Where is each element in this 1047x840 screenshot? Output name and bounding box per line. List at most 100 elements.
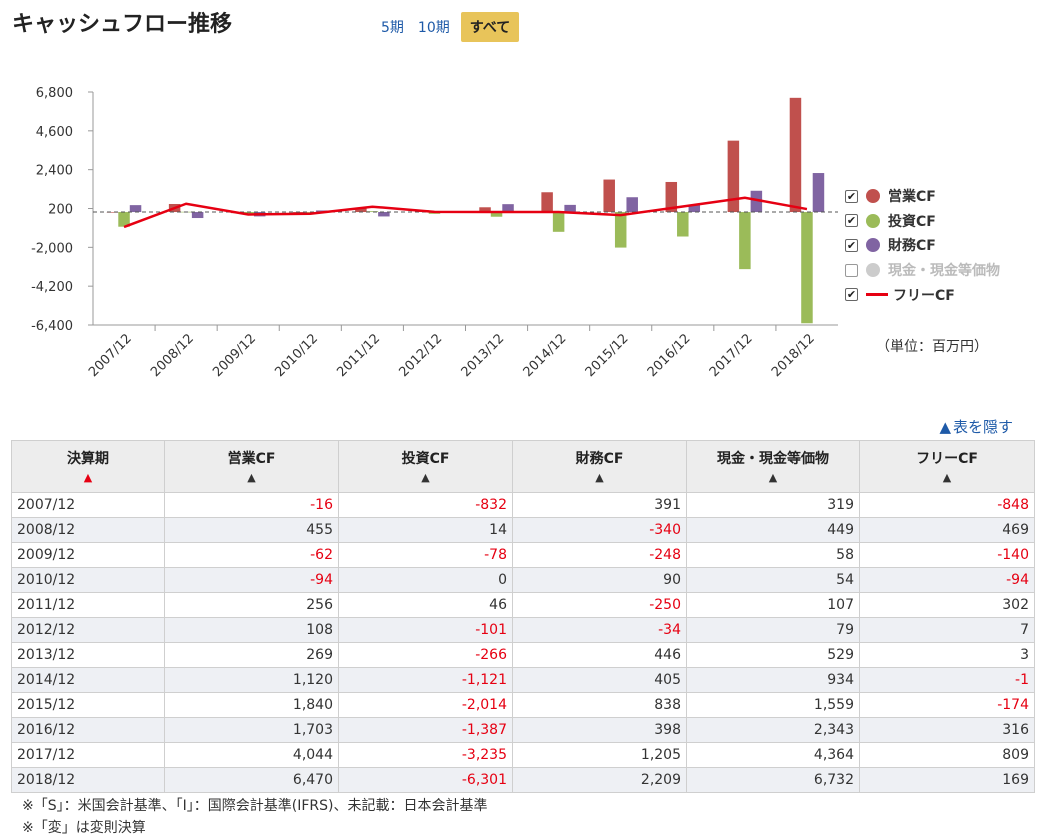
value-cell: 1,559 xyxy=(686,692,860,718)
sort-icon[interactable]: ▲ xyxy=(83,471,93,484)
legend-label: フリーCF xyxy=(893,287,955,304)
table-row: 2018/12 6,470 -6,301 2,209 6,732 169 xyxy=(11,767,1035,793)
column-header[interactable]: 決算期 ▲ xyxy=(11,440,165,493)
value-cell: 838 xyxy=(512,692,687,718)
free-cf-line xyxy=(123,196,808,229)
legend-item-4[interactable]: ✔ フリーCF xyxy=(845,282,1045,307)
column-header[interactable]: 現金・現金等価物 ▲ xyxy=(686,440,860,493)
value-cell: 529 xyxy=(686,642,860,668)
circle-swatch-icon xyxy=(866,189,880,204)
legend-item-3[interactable]: 現金・現金等価物 xyxy=(845,258,1045,283)
value-cell: -1 xyxy=(859,667,1035,693)
value-cell: 455 xyxy=(164,517,339,543)
checkbox-icon[interactable] xyxy=(845,263,858,277)
bar-financing xyxy=(688,205,701,213)
value-cell: -94 xyxy=(164,567,339,593)
value-cell: 4,044 xyxy=(164,742,339,768)
checkbox-icon[interactable]: ✔ xyxy=(845,214,858,228)
column-header-label: 決算期 xyxy=(67,451,109,467)
bar-operating xyxy=(789,97,802,213)
period-10-button[interactable]: 10期 xyxy=(417,20,450,36)
bar-financing xyxy=(191,212,204,219)
legend-label: 現金・現金等価物 xyxy=(888,263,1000,280)
value-cell: -3,235 xyxy=(338,742,513,768)
value-cell: -62 xyxy=(164,542,339,568)
value-cell: 54 xyxy=(686,567,860,593)
period-cell: 2007/12 xyxy=(11,492,165,518)
table-row: 2012/12 108 -101 -34 79 7 xyxy=(11,617,1035,643)
legend-item-0[interactable]: ✔ 営業CF xyxy=(845,184,1045,209)
bar-financing xyxy=(378,212,390,217)
column-header[interactable]: 投資CF ▲ xyxy=(338,440,513,493)
bar-operating xyxy=(355,207,367,213)
x-tick-label: 2013/12 xyxy=(459,331,508,380)
value-cell: 316 xyxy=(859,717,1035,743)
value-cell: 79 xyxy=(686,617,860,643)
checkbox-icon[interactable]: ✔ xyxy=(845,189,858,203)
sort-icon[interactable]: ▲ xyxy=(421,471,430,484)
value-cell: 302 xyxy=(859,592,1035,618)
checkbox-icon[interactable]: ✔ xyxy=(845,288,858,302)
period-cell: 2014/12 xyxy=(11,667,165,693)
bar-investing xyxy=(242,212,254,214)
y-tick-label: -2,000 xyxy=(31,241,73,256)
sort-icon[interactable]: ▲ xyxy=(595,471,604,484)
value-cell: 4,364 xyxy=(686,742,860,768)
value-cell: 2,343 xyxy=(686,717,860,743)
legend-label: 営業CF xyxy=(888,189,936,206)
value-cell: -2,014 xyxy=(338,692,513,718)
y-tick-label: 6,800 xyxy=(36,86,73,101)
value-cell: -16 xyxy=(164,492,339,518)
value-cell: 2,209 xyxy=(512,767,687,793)
period-cell: 2010/12 xyxy=(11,567,165,593)
column-header[interactable]: 営業CF ▲ xyxy=(164,440,339,493)
chart-legend: ✔ 営業CF ✔ 投資CF ✔ 財務CF 現金・現金等価物 ✔ フリーCF xyxy=(845,184,1045,307)
value-cell: 3 xyxy=(859,642,1035,668)
value-cell: 1,120 xyxy=(164,667,339,693)
sort-icon[interactable]: ▲ xyxy=(942,471,952,484)
value-cell: 108 xyxy=(164,617,339,643)
hide-table-link[interactable]: ▲ 表を隠す xyxy=(939,416,1013,437)
column-header[interactable]: フリーCF ▲ xyxy=(859,440,1035,493)
footnote-accounting: ※「S」：米国会計基準、「I」：国際会計基準(IFRS)、未記載：日本会計基準 xyxy=(22,798,488,814)
table-row: 2011/12 256 46 -250 107 302 xyxy=(11,592,1035,618)
sort-icon[interactable]: ▲ xyxy=(768,471,778,484)
x-tick-label: 2009/12 xyxy=(210,331,259,380)
value-cell: -340 xyxy=(512,517,687,543)
table-row: 2007/12 -16 -832 391 319 -848 xyxy=(11,492,1035,518)
checkbox-icon[interactable]: ✔ xyxy=(845,238,858,252)
value-cell: 169 xyxy=(859,767,1035,793)
table-row: 2014/12 1,120 -1,121 405 934 -1 xyxy=(11,667,1035,693)
period-all-button[interactable]: すべて xyxy=(460,12,520,42)
period-cell: 2018/12 xyxy=(11,767,165,793)
legend-item-1[interactable]: ✔ 投資CF xyxy=(845,209,1045,234)
period-cell: 2011/12 xyxy=(11,592,165,618)
y-tick-label: 200 xyxy=(48,203,73,218)
value-cell: -174 xyxy=(859,692,1035,718)
y-tick-label: -6,400 xyxy=(31,319,73,334)
column-header[interactable]: 財務CF ▲ xyxy=(512,440,687,493)
cashflow-table: 決算期 ▲ 営業CF ▲ 投資CF ▲ 財務CF ▲ 現金・現金等価物 ▲ フリーCF ▲ 2007/… xyxy=(11,440,1035,793)
value-cell: 449 xyxy=(686,517,860,543)
x-tick-label: 2007/12 xyxy=(86,331,135,380)
period-cell: 2013/12 xyxy=(11,642,165,668)
x-tick-label: 2018/12 xyxy=(769,331,818,380)
value-cell: 405 xyxy=(512,667,687,693)
bar-operating xyxy=(727,140,740,213)
bar-financing xyxy=(812,173,825,213)
column-header-label: 投資CF xyxy=(401,451,450,467)
value-cell: 0 xyxy=(338,567,513,593)
period-cell: 2017/12 xyxy=(11,742,165,768)
x-tick-label: 2014/12 xyxy=(521,331,570,380)
period-5-button[interactable]: 5期 xyxy=(381,20,404,36)
value-cell: 90 xyxy=(512,567,687,593)
legend-item-2[interactable]: ✔ 財務CF xyxy=(845,233,1045,258)
x-tick-label: 2008/12 xyxy=(148,331,197,380)
value-cell: 469 xyxy=(859,517,1035,543)
sort-icon[interactable]: ▲ xyxy=(247,471,256,484)
value-cell: 256 xyxy=(164,592,339,618)
hide-table-label: 表を隠す xyxy=(952,418,1013,436)
legend-label: 財務CF xyxy=(888,238,936,255)
value-cell: 398 xyxy=(512,717,687,743)
bar-operating xyxy=(665,181,678,213)
